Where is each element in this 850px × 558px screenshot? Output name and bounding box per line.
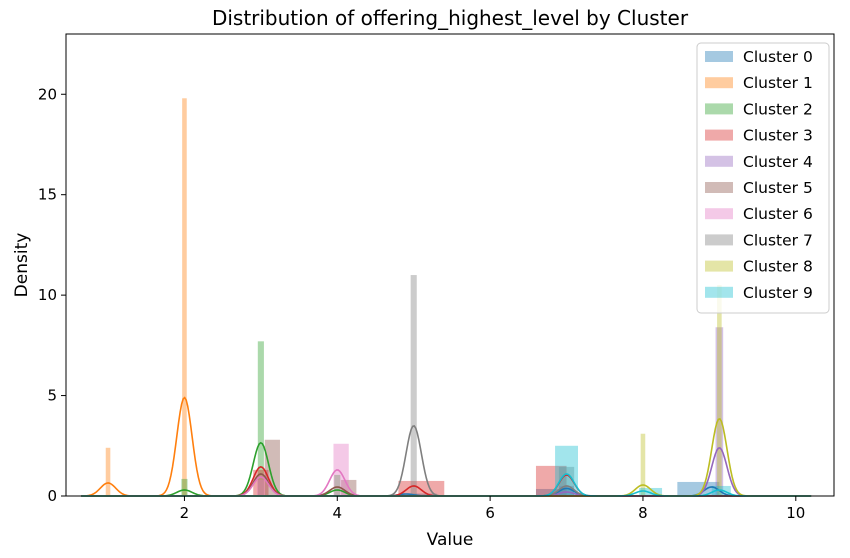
bar-cluster-8-0 <box>640 433 646 496</box>
legend-swatch-8 <box>705 260 733 272</box>
y-axis-label: Density <box>12 233 32 298</box>
x-tick-label-3: 8 <box>638 504 648 522</box>
legend-swatch-9 <box>705 286 733 298</box>
bar-cluster-4-1 <box>715 327 724 496</box>
kde-line-cluster-1 <box>81 396 812 497</box>
legend-swatch-7 <box>705 234 733 246</box>
bar-cluster-2-1 <box>257 341 264 496</box>
bar-cluster-2-2 <box>334 474 341 496</box>
x-axis-label: Value <box>427 530 474 550</box>
y-tick-label-4: 20 <box>38 85 57 103</box>
bar-cluster-9-1 <box>639 487 663 496</box>
legend-swatch-0 <box>705 51 733 62</box>
x-tick-label-2: 6 <box>485 504 495 522</box>
x-axis-ticks: 2 4 6 8 10 <box>180 496 805 522</box>
y-tick-label-2: 10 <box>38 286 57 304</box>
legend-label-2: Cluster 2 <box>743 100 813 118</box>
y-tick-label-0: 0 <box>47 487 57 505</box>
legend-swatch-6 <box>705 208 733 220</box>
legend-label-7: Cluster 7 <box>743 231 813 249</box>
plot-area-frame <box>65 33 835 497</box>
legend-label-3: Cluster 3 <box>743 127 813 145</box>
legend-label-9: Cluster 9 <box>743 284 813 302</box>
legend-swatch-5 <box>705 182 733 193</box>
legend-label-8: Cluster 8 <box>743 258 813 276</box>
legend-label-5: Cluster 5 <box>743 179 813 197</box>
legend-swatch-1 <box>705 77 733 89</box>
bar-cluster-7-0 <box>410 275 417 496</box>
kde-curves <box>81 396 812 497</box>
legend-swatch-3 <box>705 129 733 141</box>
bar-cluster-1-0 <box>105 447 111 496</box>
legend-swatch-2 <box>705 103 733 115</box>
x-tick-label-0: 2 <box>180 504 190 522</box>
bar-cluster-2-0 <box>181 478 188 496</box>
bar-cluster-0-2 <box>677 481 720 496</box>
legend-label-1: Cluster 1 <box>743 74 813 92</box>
bar-cluster-8-1 <box>717 285 722 496</box>
legend: Cluster 0 Cluster 1 Cluster 2 Cluster 3 Clus… <box>696 42 830 314</box>
bar-cluster-6-0 <box>257 479 265 496</box>
legend-label-0: Cluster 0 <box>743 48 813 66</box>
bar-cluster-4-0 <box>558 485 575 496</box>
y-tick-label-3: 15 <box>38 186 57 204</box>
chart-title: Distribution of offering_highest_level b… <box>212 6 689 30</box>
y-tick-label-1: 5 <box>47 387 57 405</box>
legend-box <box>696 42 830 314</box>
legend-label-4: Cluster 4 <box>743 153 813 171</box>
x-tick-label-1: 4 <box>333 504 343 522</box>
x-tick-label-4: 10 <box>786 504 805 522</box>
bar-cluster-1-1 <box>182 98 187 496</box>
y-axis-ticks: 0 5 10 15 20 <box>38 85 66 505</box>
bar-cluster-3-2 <box>535 465 567 496</box>
legend-label-6: Cluster 6 <box>743 205 813 223</box>
bar-cluster-9-0 <box>555 445 578 496</box>
legend-swatch-4 <box>705 155 733 167</box>
bar-cluster-6-1 <box>333 443 349 496</box>
